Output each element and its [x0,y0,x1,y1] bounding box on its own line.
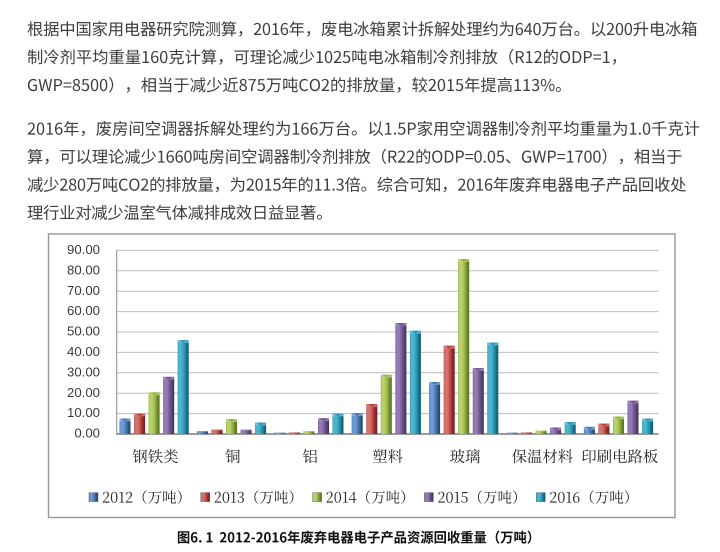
svg-text:60.00: 60.00 [67,303,100,318]
svg-text:70.00: 70.00 [67,283,100,298]
svg-text:40.00: 40.00 [67,344,100,359]
svg-text:50.00: 50.00 [67,324,100,339]
svg-text:20.00: 20.00 [67,385,100,400]
svg-text:80.00: 80.00 [67,262,100,277]
svg-text:0.00: 0.00 [74,426,100,441]
svg-text:30.00: 30.00 [67,364,100,379]
svg-text:90.00: 90.00 [67,242,100,257]
svg-text:10.00: 10.00 [67,405,100,420]
